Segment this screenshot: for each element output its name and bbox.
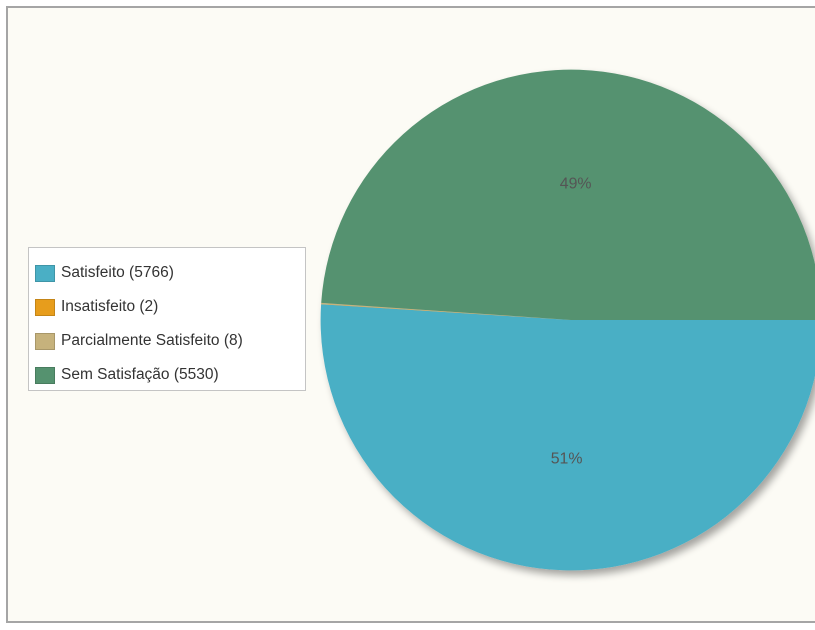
legend-item[interactable]: Insatisfeito (2): [35, 290, 305, 324]
legend-swatch: [35, 366, 55, 384]
legend-swatch: [35, 298, 55, 316]
pie-slice-1[interactable]: [321, 303, 571, 320]
legend-item[interactable]: Parcialmente Satisfeito (8): [35, 324, 305, 358]
legend-swatch: [35, 332, 55, 350]
legend: Satisfeito (5766) Insatisfeito (2) Parcial…: [28, 247, 306, 391]
slice-percent-label-0: 51%: [551, 451, 583, 468]
pie-slice-2[interactable]: [321, 302, 571, 320]
legend-item[interactable]: Satisfeito (5766): [35, 256, 305, 290]
legend-item[interactable]: Sem Satisfação (5530): [35, 358, 305, 392]
pie-chart: 51% 49%: [320, 69, 815, 571]
slice-percent-label-3: 49%: [560, 175, 592, 192]
pie-slice-0[interactable]: [320, 304, 815, 571]
legend-label: Insatisfeito (2): [61, 298, 159, 315]
legend-label: Satisfeito (5766): [61, 264, 174, 281]
legend-swatch: [35, 264, 55, 282]
pie-slice-3[interactable]: [321, 69, 815, 320]
chart-panel: 51% 49% Satisfeito (5766) Insatisfeito (2)…: [6, 6, 815, 623]
legend-label: Parcialmente Satisfeito (8): [61, 332, 243, 349]
legend-label: Sem Satisfação (5530): [61, 366, 219, 383]
